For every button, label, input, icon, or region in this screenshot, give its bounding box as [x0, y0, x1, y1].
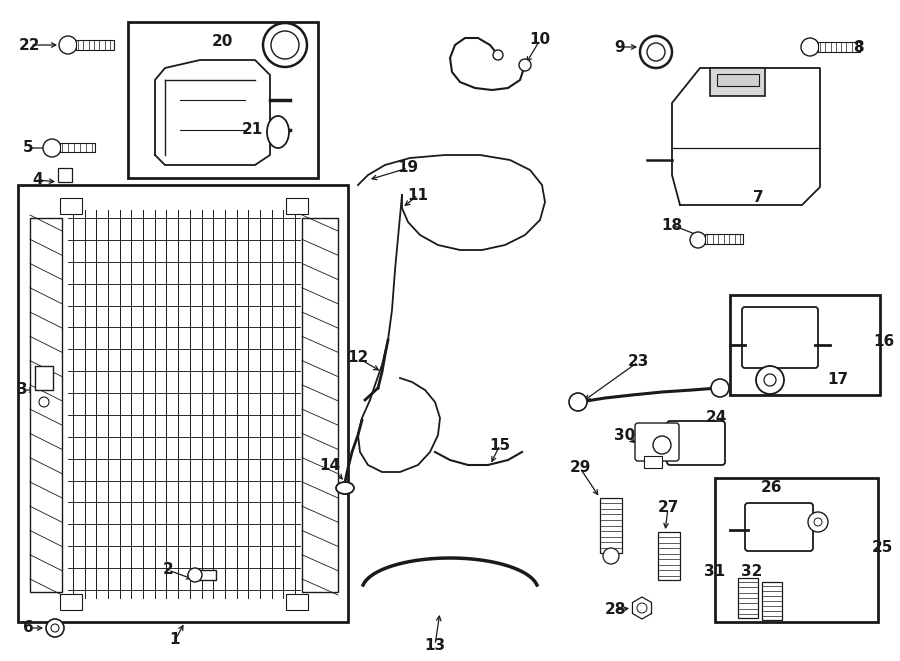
- Text: 15: 15: [490, 438, 510, 453]
- Text: 17: 17: [827, 373, 849, 387]
- Circle shape: [637, 603, 647, 613]
- Circle shape: [39, 397, 49, 407]
- Bar: [30, 218, 62, 592]
- Bar: [18, 185, 348, 622]
- Text: 12: 12: [347, 350, 369, 366]
- Bar: [302, 218, 338, 592]
- Text: 31: 31: [705, 564, 725, 580]
- Text: 27: 27: [657, 500, 679, 516]
- Bar: [762, 582, 782, 620]
- Text: 23: 23: [627, 354, 649, 369]
- Circle shape: [46, 619, 64, 637]
- Circle shape: [653, 436, 671, 454]
- Text: 4: 4: [32, 173, 43, 188]
- Bar: [738, 578, 758, 618]
- Text: 1: 1: [170, 633, 180, 648]
- Text: 28: 28: [604, 602, 626, 617]
- FancyBboxPatch shape: [745, 503, 813, 551]
- Circle shape: [263, 23, 307, 67]
- Circle shape: [59, 36, 77, 54]
- Polygon shape: [155, 60, 270, 165]
- Ellipse shape: [267, 116, 289, 148]
- Text: 6: 6: [22, 621, 33, 635]
- Bar: [76, 40, 114, 50]
- Circle shape: [711, 379, 729, 397]
- Bar: [600, 498, 622, 553]
- FancyBboxPatch shape: [742, 307, 818, 368]
- Text: 19: 19: [398, 161, 418, 176]
- Text: 7: 7: [752, 190, 763, 206]
- Bar: [35, 366, 53, 390]
- Text: 21: 21: [241, 122, 263, 137]
- Bar: [286, 198, 308, 214]
- Circle shape: [603, 548, 619, 564]
- Text: 32: 32: [742, 564, 762, 580]
- Text: 26: 26: [761, 481, 783, 496]
- Circle shape: [756, 366, 784, 394]
- Circle shape: [801, 38, 819, 56]
- Circle shape: [690, 232, 706, 248]
- Text: 8: 8: [852, 40, 863, 54]
- Bar: [818, 42, 860, 52]
- Text: 18: 18: [662, 217, 682, 233]
- Bar: [644, 456, 662, 468]
- FancyBboxPatch shape: [635, 423, 679, 461]
- Bar: [730, 295, 880, 395]
- Circle shape: [188, 568, 202, 582]
- Circle shape: [271, 31, 299, 59]
- Text: 9: 9: [615, 40, 626, 54]
- Bar: [60, 594, 82, 610]
- Text: 3: 3: [17, 383, 27, 397]
- Text: 25: 25: [871, 541, 893, 555]
- Bar: [60, 198, 82, 214]
- Bar: [128, 22, 318, 178]
- Circle shape: [764, 374, 776, 386]
- Bar: [286, 594, 308, 610]
- Text: 22: 22: [19, 38, 40, 52]
- Bar: [710, 68, 765, 96]
- Text: 30: 30: [615, 428, 635, 442]
- Circle shape: [493, 50, 503, 60]
- Text: 14: 14: [320, 457, 340, 473]
- Text: 5: 5: [22, 141, 33, 155]
- Circle shape: [43, 139, 61, 157]
- Bar: [60, 143, 95, 152]
- Circle shape: [640, 36, 672, 68]
- Bar: [717, 74, 759, 86]
- Bar: [658, 532, 680, 580]
- Circle shape: [808, 512, 828, 532]
- Bar: [705, 234, 743, 244]
- Text: 29: 29: [570, 461, 590, 475]
- Text: 20: 20: [212, 34, 233, 50]
- Bar: [198, 570, 216, 580]
- Circle shape: [569, 393, 587, 411]
- Polygon shape: [672, 68, 820, 205]
- Bar: [715, 478, 878, 622]
- Ellipse shape: [336, 482, 354, 494]
- FancyBboxPatch shape: [667, 421, 725, 465]
- Circle shape: [647, 43, 665, 61]
- Circle shape: [519, 59, 531, 71]
- Circle shape: [814, 518, 822, 526]
- Text: 13: 13: [425, 637, 446, 652]
- Text: 10: 10: [529, 32, 551, 48]
- Bar: [58, 168, 72, 182]
- Text: 11: 11: [408, 188, 428, 202]
- Text: 2: 2: [163, 563, 174, 578]
- Text: 16: 16: [873, 334, 895, 350]
- Polygon shape: [633, 597, 652, 619]
- Text: 24: 24: [706, 410, 726, 426]
- Circle shape: [51, 624, 59, 632]
